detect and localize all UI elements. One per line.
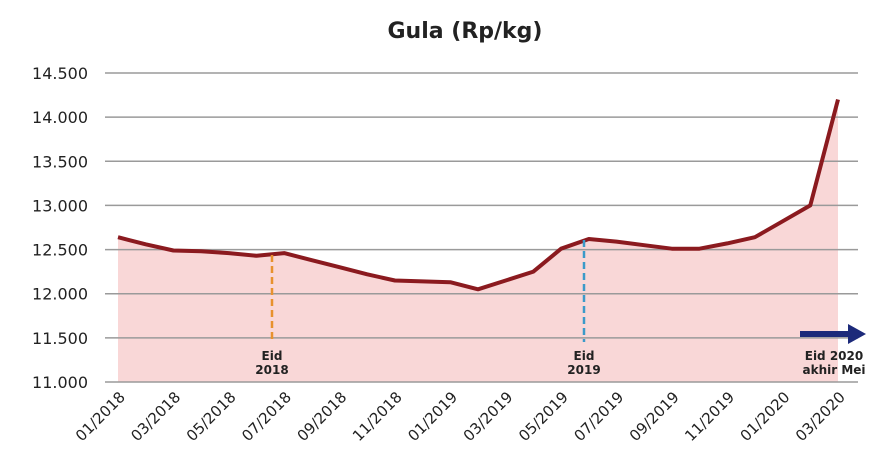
x-tick-label: 01/2018 xyxy=(72,388,129,445)
annotation-label: 2019 xyxy=(567,363,600,377)
x-tick-label: 09/2018 xyxy=(294,388,351,445)
annotation-label: akhir Mei xyxy=(802,363,865,377)
y-tick-label: 11.000 xyxy=(32,373,88,392)
y-tick-label: 12.000 xyxy=(32,285,88,304)
y-tick-label: 14.000 xyxy=(32,108,88,127)
x-tick-label: 09/2019 xyxy=(626,388,683,445)
x-tick-label: 05/2018 xyxy=(183,388,240,445)
y-tick-label: 12.500 xyxy=(32,241,88,260)
line xyxy=(117,98,840,292)
x-tick-label: 11/2019 xyxy=(681,388,738,445)
y-tick-label: 11.500 xyxy=(32,329,88,348)
area xyxy=(118,99,838,382)
x-tick-label: 07/2018 xyxy=(238,388,295,445)
y-tick-label: 14.500 xyxy=(32,64,88,83)
x-tick-label: 01/2020 xyxy=(737,388,794,445)
x-tick-label: 01/2019 xyxy=(404,388,461,445)
x-tick-label: 03/2019 xyxy=(460,388,517,445)
y-tick-label: 13.000 xyxy=(32,196,88,215)
annotation-label: Eid xyxy=(262,349,283,363)
x-tick-label: 03/2020 xyxy=(792,388,849,445)
x-tick-label: 03/2018 xyxy=(127,388,184,445)
annotation-label: Eid xyxy=(574,349,595,363)
annotation-label: 2018 xyxy=(255,363,288,377)
x-tick-label: 05/2019 xyxy=(515,388,572,445)
chart-title: Gula (Rp/kg) xyxy=(388,19,543,44)
x-tick-label: 11/2018 xyxy=(349,388,406,445)
y-tick-label: 13.500 xyxy=(32,152,88,171)
event-arrow-head xyxy=(848,324,866,344)
x-tick-label: 07/2019 xyxy=(570,388,627,445)
annotation-label: Eid 2020 xyxy=(805,349,863,363)
